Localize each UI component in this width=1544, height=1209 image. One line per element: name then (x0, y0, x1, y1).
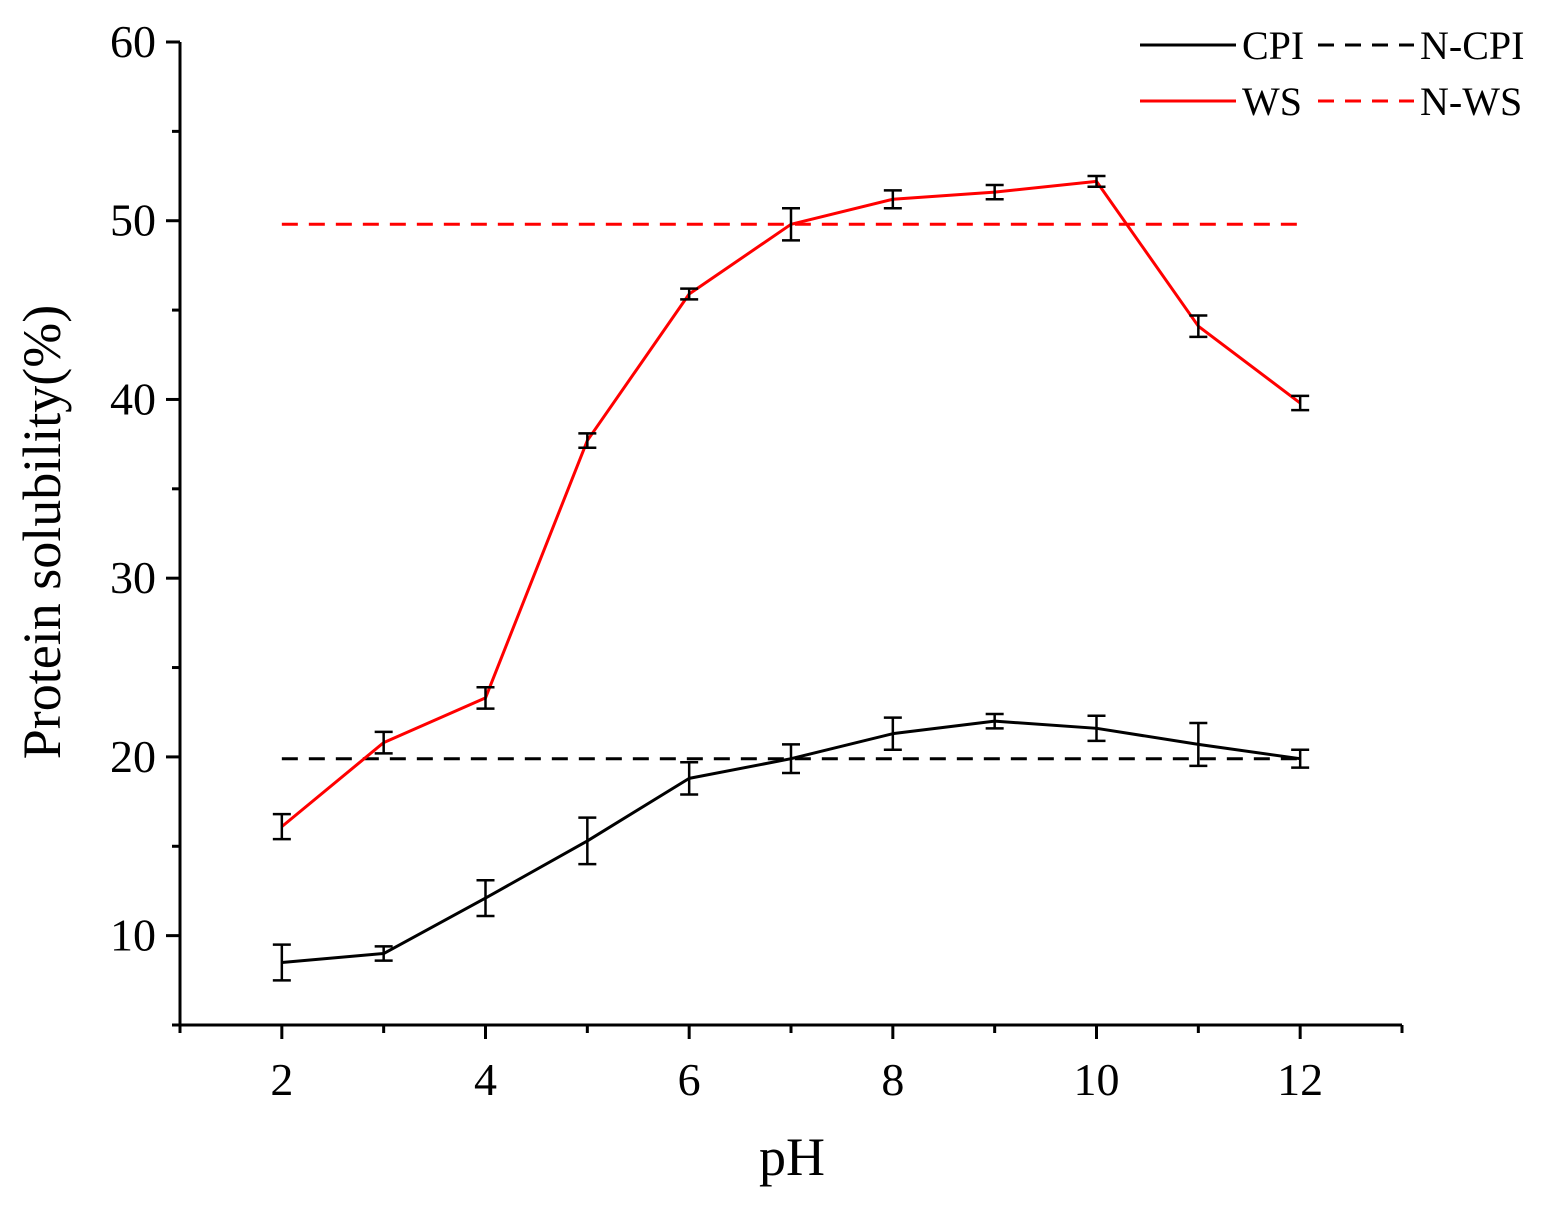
series-cpi (272, 712, 1310, 982)
axes: 10 20 30 40 50 60 2 4 6 8 10 12 (110, 16, 1404, 1105)
error-bar (680, 761, 699, 796)
series-layer (272, 174, 1310, 982)
error-bar (272, 812, 291, 841)
error-bar (1087, 714, 1106, 743)
legend-item-ws: WS (1140, 79, 1302, 124)
x-tick-label: 8 (881, 1054, 904, 1105)
legend-label-n-ws: N-WS (1420, 79, 1522, 124)
legend-item-cpi: CPI (1140, 23, 1304, 68)
series-ws (272, 174, 1310, 841)
x-tick-label: 10 (1074, 1054, 1120, 1105)
error-bar (985, 712, 1004, 730)
x-tick-label: 12 (1277, 1054, 1323, 1105)
x-tick-label: 4 (474, 1054, 497, 1105)
error-bar (782, 743, 800, 775)
error-bar (578, 432, 597, 449)
y-tick-label: 40 (110, 373, 156, 424)
error-bar (1291, 394, 1310, 412)
legend-label-n-cpi: N-CPI (1420, 23, 1524, 68)
error-bar (883, 189, 902, 210)
series-line-ws (280, 179, 1302, 828)
error-bar (1087, 174, 1106, 189)
error-bar (883, 716, 902, 752)
x-axis-title: pH (759, 1127, 825, 1187)
error-bar (578, 816, 597, 866)
error-bar (1189, 314, 1208, 339)
error-bar (374, 730, 393, 755)
legend-item-n-ws: N-WS (1318, 79, 1522, 124)
legend: CPI N-CPI WS N-WS (1140, 23, 1524, 124)
y-tick-label: 30 (110, 552, 156, 603)
y-axis-title: Protein solubility(%) (12, 305, 72, 759)
legend-item-n-cpi: N-CPI (1318, 23, 1524, 68)
error-bar (782, 206, 800, 242)
legend-label-ws: WS (1242, 79, 1302, 124)
x-tick-label: 6 (678, 1054, 701, 1105)
legend-label-cpi: CPI (1242, 23, 1304, 68)
y-tick-label: 60 (110, 16, 156, 67)
x-tick-label: 2 (270, 1054, 293, 1105)
error-bar (374, 945, 393, 962)
error-bar (476, 685, 495, 710)
error-bar (272, 943, 291, 982)
y-tick-label: 50 (110, 195, 156, 246)
error-bar (476, 878, 495, 918)
error-bar (1291, 748, 1310, 769)
error-bar (1189, 721, 1208, 768)
y-tick-label: 10 (110, 910, 156, 961)
error-bar (680, 287, 699, 301)
y-tick-label: 20 (110, 731, 156, 782)
error-bar (985, 183, 1004, 201)
